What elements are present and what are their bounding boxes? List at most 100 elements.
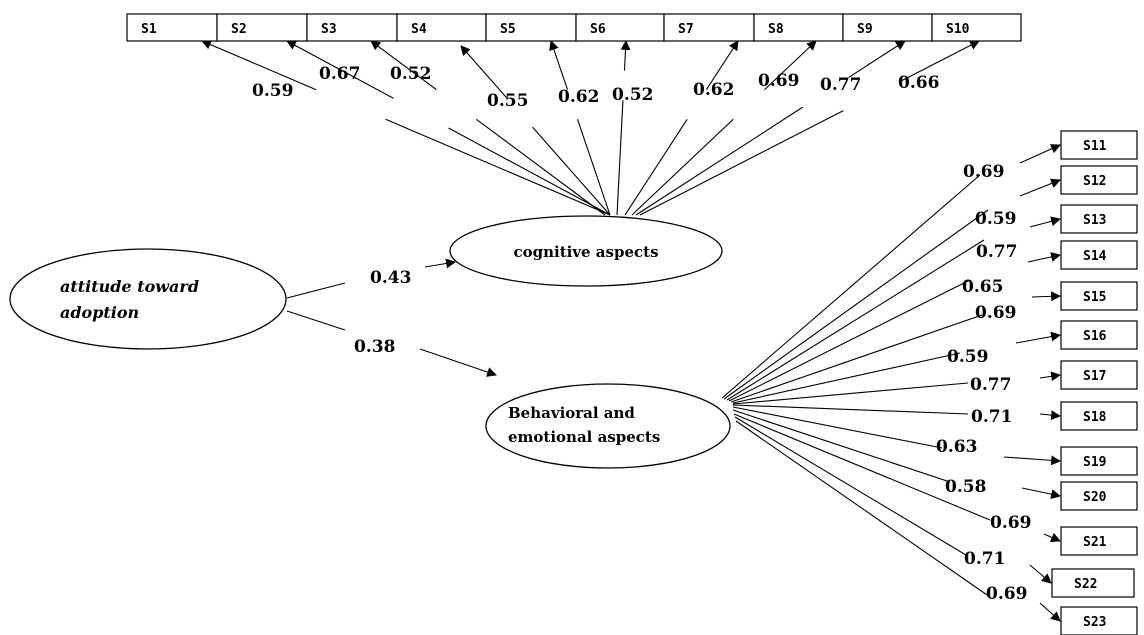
path-attitude-cognitive-end <box>424 258 456 269</box>
structural-coef-behavioral: 0.38 <box>354 337 395 357</box>
indicator-box <box>1060 281 1138 311</box>
indicator-label: S23 <box>1083 615 1106 630</box>
indicator-box <box>485 13 577 42</box>
loading-arrow-s9 <box>848 40 906 79</box>
indicator-s11: S11 <box>1060 130 1138 160</box>
loading-coef-s6: 0.52 <box>612 85 653 105</box>
indicator-box <box>663 13 755 42</box>
loading-coef-s15: 0.69 <box>975 303 1016 323</box>
loading-line-s1 <box>385 118 611 216</box>
indicator-s4: S4 <box>396 13 487 42</box>
loading-line-s12 <box>723 209 989 400</box>
loading-arrow-s18 <box>1039 410 1061 421</box>
latent-attitude: attitude toward adoption <box>9 248 287 350</box>
indicator-s15: S15 <box>1060 281 1138 311</box>
loading-arrow-s15 <box>1031 291 1061 302</box>
indicator-box <box>931 13 1022 42</box>
loading-line-s18 <box>732 404 969 415</box>
indicator-s21: S21 <box>1060 526 1138 556</box>
loading-coef-s9: 0.77 <box>820 75 861 95</box>
loading-line-s22 <box>734 416 967 556</box>
indicator-box <box>1060 130 1138 160</box>
indicator-s8: S8 <box>753 13 844 42</box>
loading-line-s5 <box>577 119 611 216</box>
indicator-s12: S12 <box>1060 165 1138 195</box>
loading-arrow-s21 <box>1043 532 1061 542</box>
behavioral-label-line1: Behavioral and <box>508 404 635 422</box>
indicator-box <box>1060 481 1138 511</box>
indicator-s1: S1 <box>126 13 218 42</box>
indicator-s10: S10 <box>931 13 1022 42</box>
loading-coef-s10: 0.66 <box>898 73 939 93</box>
path-attitude-behavioral-end <box>419 348 497 377</box>
indicator-label: S2 <box>231 22 247 37</box>
indicator-label: S11 <box>1083 139 1107 154</box>
indicator-label: S16 <box>1083 329 1107 344</box>
indicator-box <box>1060 446 1138 476</box>
indicator-label: S3 <box>321 22 337 37</box>
indicator-label: S22 <box>1074 577 1097 592</box>
indicator-label: S14 <box>1083 249 1107 264</box>
loading-coef-s3: 0.52 <box>390 64 431 84</box>
loading-line-s4 <box>532 126 611 216</box>
loading-arrow-s5 <box>549 40 569 90</box>
indicator-box <box>1051 568 1135 598</box>
indicator-label: S21 <box>1083 535 1107 550</box>
loading-arrow-s17 <box>1039 371 1061 382</box>
indicator-label: S12 <box>1083 174 1106 189</box>
loading-coef-s14: 0.65 <box>962 277 1003 297</box>
loading-coef-s4: 0.55 <box>487 91 528 111</box>
loading-arrow-s2 <box>286 40 394 99</box>
behavioral-label-line2: emotional aspects <box>508 428 660 446</box>
loading-arrow-s10 <box>900 40 980 82</box>
loading-arrow-s3 <box>370 40 437 91</box>
indicator-s16: S16 <box>1060 320 1138 350</box>
indicator-s13: S13 <box>1060 204 1138 234</box>
indicator-label: S7 <box>678 22 694 37</box>
loading-arrow-s22 <box>1029 564 1052 584</box>
indicator-s22: S22 <box>1051 568 1135 598</box>
loading-coef-s16: 0.59 <box>947 347 988 367</box>
indicator-box <box>1060 165 1138 195</box>
indicator-box <box>1060 606 1138 635</box>
loading-line-s17 <box>732 382 969 405</box>
indicator-box <box>1060 240 1138 270</box>
loading-coef-s18: 0.71 <box>971 407 1012 427</box>
indicator-box <box>1060 401 1138 431</box>
loading-arrow-s1 <box>201 39 317 91</box>
loading-arrow-s8 <box>764 40 817 91</box>
indicator-s7: S7 <box>663 13 755 42</box>
loading-line-s15 <box>730 314 983 403</box>
indicator-s9: S9 <box>842 13 933 42</box>
loading-arrow-s12 <box>1019 178 1061 197</box>
indicator-s2: S2 <box>216 13 308 42</box>
indicator-label: S9 <box>857 22 873 37</box>
indicator-box <box>575 13 665 42</box>
loading-arrow-s11 <box>1019 144 1061 164</box>
indicator-box <box>842 13 933 42</box>
indicator-s3: S3 <box>306 13 398 42</box>
loading-coef-s23: 0.69 <box>986 584 1027 604</box>
loading-arrow-s16 <box>1015 331 1061 344</box>
indicator-box <box>1060 320 1138 350</box>
indicator-label: S13 <box>1083 213 1106 228</box>
indicator-s6: S6 <box>575 13 665 42</box>
indicator-s20: S20 <box>1060 481 1138 511</box>
loading-arrow-s7 <box>705 40 739 91</box>
loading-line-s3 <box>475 118 606 216</box>
indicator-label: S1 <box>141 22 157 37</box>
loading-line-s20 <box>732 409 951 483</box>
cognitive-ellipse <box>449 215 723 287</box>
loading-line-s19 <box>732 406 943 449</box>
loading-arrow-s23 <box>1039 602 1061 622</box>
structural-coef-cognitive: 0.43 <box>370 268 411 288</box>
loading-coef-s2: 0.67 <box>319 64 360 84</box>
behavioral-ellipse <box>485 383 731 469</box>
loading-coef-s22: 0.71 <box>964 549 1005 569</box>
path-lines <box>201 39 1061 622</box>
indicator-box <box>1060 360 1138 390</box>
loading-coef-s1: 0.59 <box>252 81 293 101</box>
indicator-s19: S19 <box>1060 446 1138 476</box>
loading-coef-s8: 0.69 <box>758 71 799 91</box>
loading-line-s8 <box>631 118 734 216</box>
